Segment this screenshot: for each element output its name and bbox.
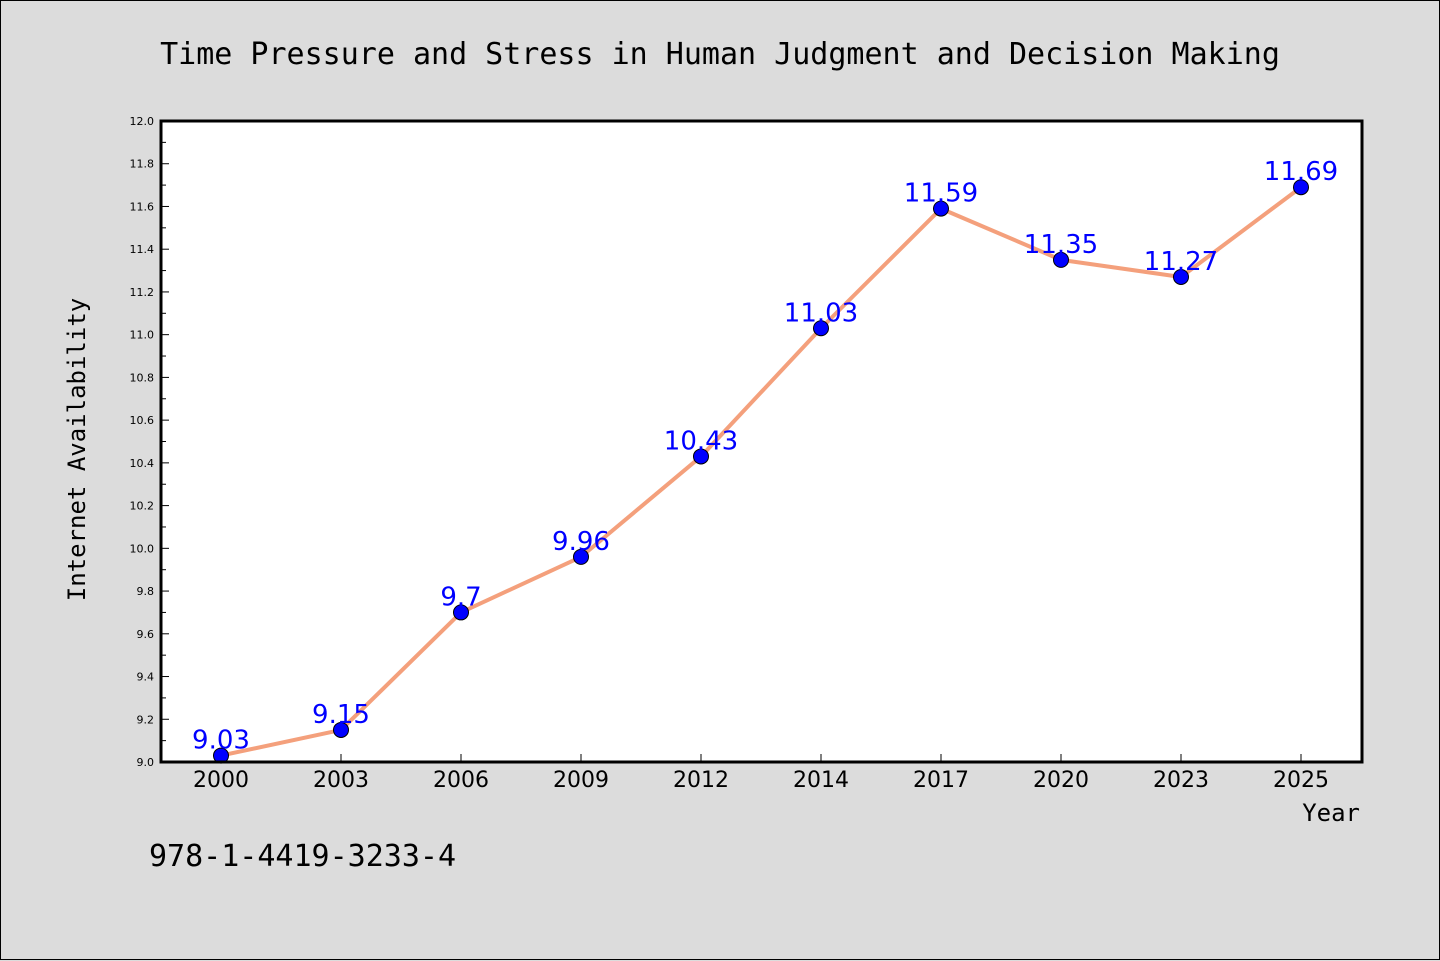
x-tick-label: 2012	[673, 768, 729, 793]
y-axis-label: Internet Availability	[63, 298, 91, 601]
x-tick-label: 2025	[1273, 768, 1329, 793]
y-tick-label: 10.0	[130, 542, 155, 555]
y-tick-label: 11.2	[130, 286, 155, 299]
data-point	[333, 721, 349, 738]
data-label: 11.27	[1144, 247, 1218, 277]
data-label: 9.96	[552, 527, 610, 557]
y-tick-label: 9.4	[137, 671, 155, 684]
data-point	[1293, 179, 1309, 196]
data-label: 11.03	[784, 298, 858, 328]
x-tick-label: 2020	[1033, 768, 1089, 793]
series-line	[219, 185, 1303, 758]
x-tick-label: 2006	[433, 768, 489, 793]
y-tick-label: 11.8	[130, 158, 155, 171]
x-axis-label: Year	[1302, 799, 1360, 827]
x-tick-label: 2014	[793, 768, 849, 793]
data-point	[1053, 251, 1069, 268]
data-point	[1173, 268, 1189, 285]
y-tick-label: 10.2	[130, 500, 155, 513]
x-tick-label: 2017	[913, 768, 969, 793]
data-point	[813, 320, 829, 337]
x-tick-label: 2000	[193, 768, 249, 793]
data-point	[573, 548, 589, 565]
y-tick-label: 10.8	[130, 371, 155, 384]
data-label: 9.7	[440, 582, 481, 612]
plot-area	[161, 121, 1362, 762]
y-tick-label: 11.6	[130, 200, 155, 213]
data-labels: 9.03 9.15 9.7 9.96 10.43 11.03 11.59 11.35 11.27…	[192, 157, 1338, 755]
data-label: 11.35	[1024, 230, 1098, 260]
data-label: 10.43	[664, 426, 738, 456]
y-tick-label: 9.8	[137, 585, 155, 598]
x-axis-ticks: 2000 2003 2006 2009 2012 2014 2017 2020 2023 2025	[193, 754, 1329, 793]
chart-title: Time Pressure and Stress in Human Judgme…	[160, 37, 1280, 72]
series-polyline	[219, 185, 1303, 758]
data-label: 11.69	[1264, 157, 1338, 187]
plot-frame	[159, 119, 1364, 764]
y-axis-ticks: 9.0 9.2 9.4 9.6 9.8 10.0 10.2 10.4 10.6 10.8 11.0 1…	[130, 115, 169, 769]
isbn-text: 978-1-4419-3233-4	[149, 839, 456, 874]
y-tick-label: 12.0	[130, 115, 155, 128]
data-point	[453, 604, 469, 621]
data-label: 9.03	[192, 726, 250, 756]
y-tick-label: 9.2	[137, 713, 155, 726]
y-tick-label: 9.0	[137, 756, 155, 769]
data-point	[693, 448, 709, 465]
x-tick-label: 2023	[1153, 768, 1209, 793]
x-tick-label: 2009	[553, 768, 609, 793]
x-tick-label: 2003	[313, 768, 369, 793]
y-tick-label: 11.4	[130, 243, 155, 256]
data-label: 9.15	[312, 700, 370, 730]
data-point	[933, 200, 949, 217]
y-tick-label: 10.4	[130, 457, 155, 470]
data-label: 11.59	[904, 179, 978, 209]
y-tick-label: 10.6	[130, 414, 155, 427]
y-tick-label: 9.6	[137, 628, 155, 641]
series-markers	[213, 179, 1309, 764]
y-tick-label: 11.0	[130, 329, 155, 342]
